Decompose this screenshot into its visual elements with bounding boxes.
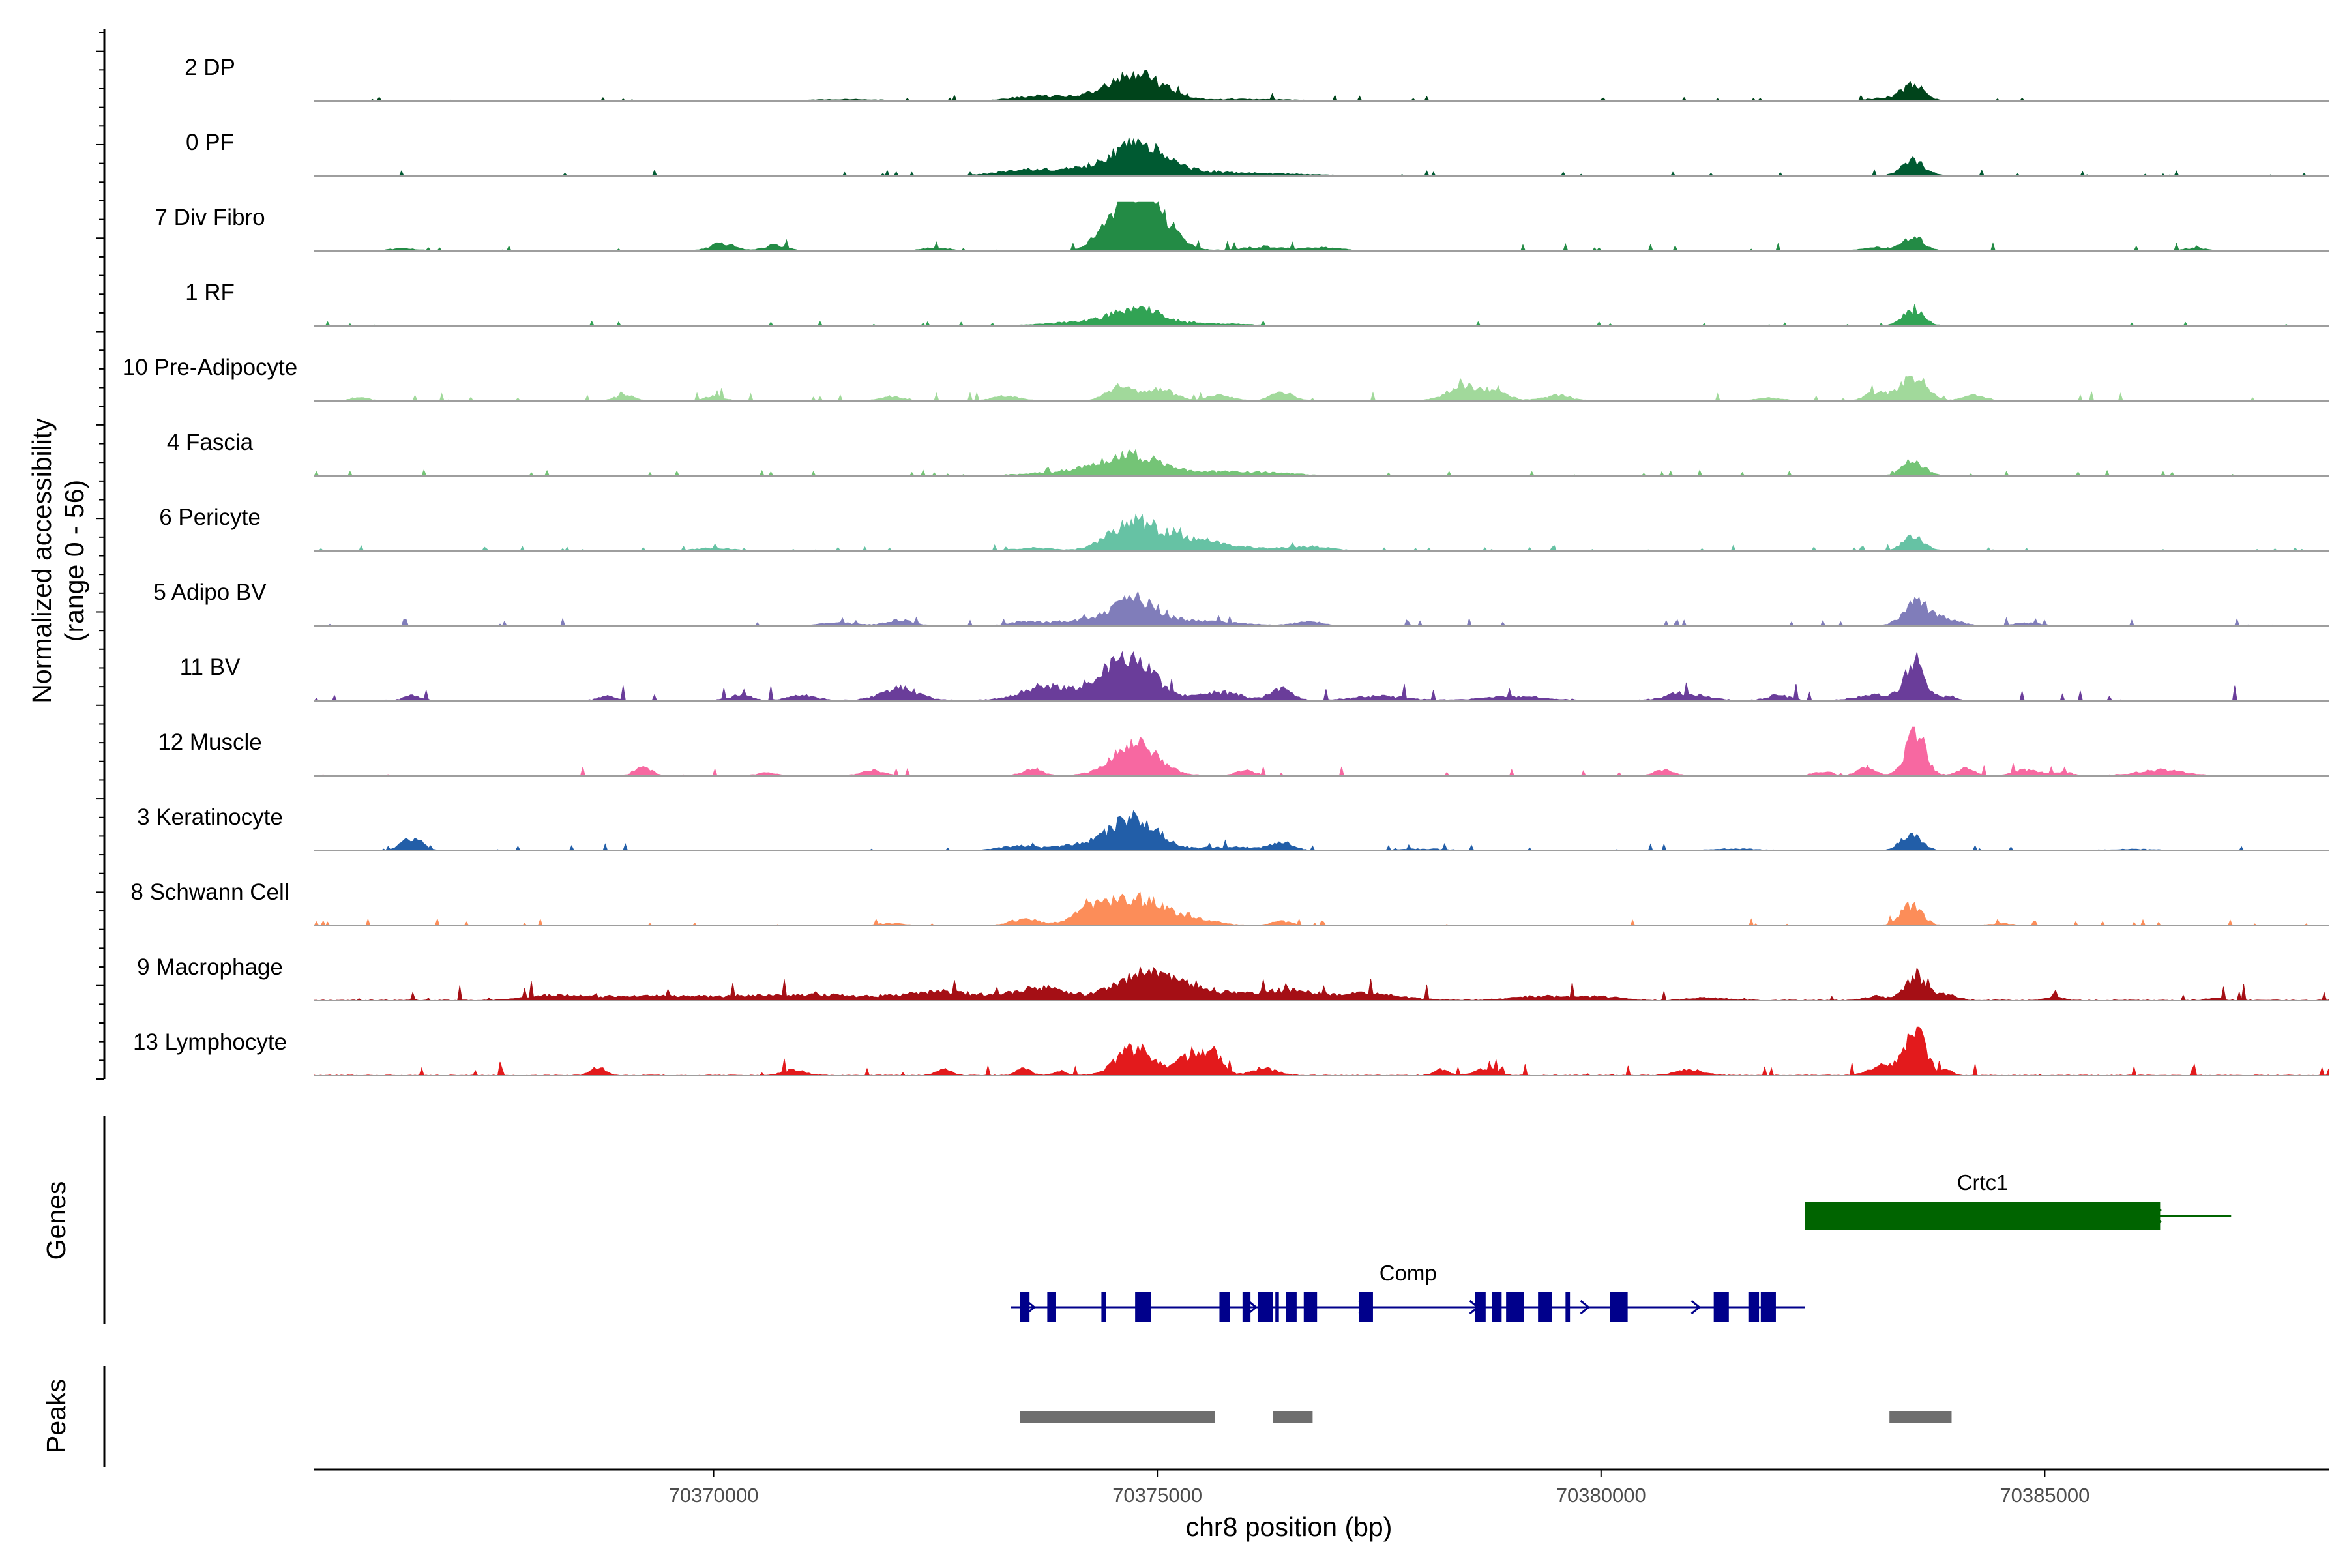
coverage-area — [314, 651, 2329, 702]
gene-exon — [1475, 1292, 1486, 1322]
gene-exon — [1492, 1292, 1502, 1322]
coverage-y-label-line1: Normalized accessibility — [27, 418, 57, 703]
gene-exon — [1538, 1292, 1552, 1322]
x-tick-label: 70375000 — [1112, 1484, 1202, 1507]
track-label: 5 Adipo BV — [153, 580, 267, 605]
gene-exon — [1565, 1292, 1571, 1322]
gene-exon — [1219, 1292, 1230, 1322]
peak-region — [1889, 1411, 1952, 1423]
coverage-area — [314, 513, 2329, 552]
gene-exon — [1359, 1292, 1373, 1322]
gene-exon — [1257, 1292, 1273, 1322]
gene-exon — [1748, 1292, 1760, 1322]
track-label: 11 BV — [180, 655, 241, 680]
gene-exon — [1020, 1292, 1030, 1322]
coverage-area — [314, 201, 2329, 252]
track-label: 13 Lymphocyte — [133, 1029, 287, 1055]
track-label: 7 Div Fibro — [155, 205, 265, 230]
coverage-area — [314, 591, 2329, 627]
coverage-area — [314, 810, 2329, 851]
coverage-area — [314, 304, 2329, 327]
x-tick-label: 70380000 — [1556, 1484, 1646, 1507]
x-tick-label: 70385000 — [2000, 1484, 2089, 1507]
track-label: 3 Keratinocyte — [137, 805, 283, 830]
gene-exon — [1610, 1292, 1628, 1322]
coverage-area — [314, 70, 2329, 102]
track-label: 12 Muscle — [158, 730, 262, 755]
gene-name: Comp — [1380, 1261, 1437, 1285]
coverage-panel: Normalized accessibility (range 0 - 56) 2 … — [27, 29, 2329, 1080]
strand-arrow — [1247, 1299, 1258, 1315]
peaks-y-label: Peaks — [41, 1379, 71, 1453]
track-label: 6 Pericyte — [159, 505, 261, 530]
track-label: 10 Pre-Adipocyte — [123, 355, 297, 380]
gene-name: Crtc1 — [1957, 1170, 2009, 1194]
gene-exon — [1101, 1292, 1106, 1322]
coverage-area — [314, 891, 2329, 926]
coverage-area — [314, 1026, 2329, 1076]
coverage-area — [314, 449, 2329, 477]
track-label: 0 PF — [186, 130, 234, 155]
peaks-panel: Peaks — [41, 1366, 1952, 1467]
gene-exon — [1047, 1292, 1056, 1322]
gene-exon — [1275, 1292, 1279, 1322]
gene-exon — [1242, 1292, 1251, 1322]
gene-exon — [1303, 1292, 1318, 1322]
coverage-area — [314, 137, 2329, 177]
track-label: 8 Schwann Cell — [130, 880, 289, 905]
strand-arrow — [1580, 1299, 1590, 1315]
peak-region — [1273, 1411, 1313, 1423]
coverage-y-label-line2: (range 0 - 56) — [59, 480, 89, 642]
x-tick-label: 70370000 — [669, 1484, 759, 1507]
coverage-area — [314, 966, 2329, 1001]
gene-exon — [1805, 1202, 2161, 1230]
track-label: 4 Fascia — [167, 430, 254, 455]
coverage-area — [314, 376, 2329, 402]
genes-panel: Genes Crtc1 Comp — [41, 1116, 2232, 1324]
track-label: 1 RF — [185, 280, 235, 305]
gene-exon — [1135, 1292, 1151, 1322]
gene-exon — [1713, 1292, 1729, 1322]
track-label: 2 DP — [185, 55, 235, 80]
peak-region — [1020, 1411, 1215, 1423]
genes-y-label: Genes — [41, 1181, 71, 1260]
gene-exon — [1760, 1292, 1776, 1322]
gene-exon — [1506, 1292, 1524, 1322]
track-label: 9 Macrophage — [137, 954, 283, 980]
gene-exon — [1286, 1292, 1297, 1322]
coverage-area — [314, 726, 2329, 777]
strand-arrow — [1690, 1299, 1701, 1315]
x-axis-label: chr8 position (bp) — [1186, 1512, 1393, 1542]
x-axis: 70370000 70375000 70380000 70385000 chr8 pos… — [314, 1468, 2329, 1542]
